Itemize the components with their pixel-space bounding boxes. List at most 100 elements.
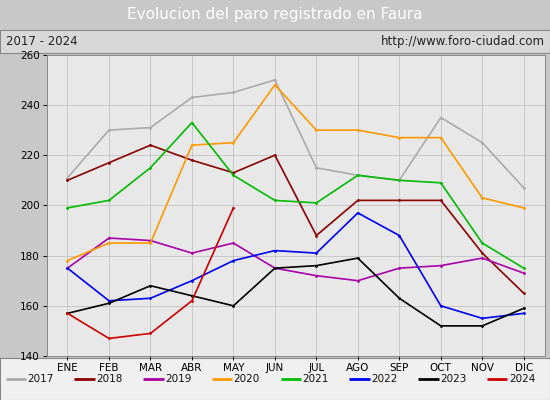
2023 (313, 263, 320, 268)
2021 (520, 266, 527, 270)
Text: 2017: 2017 (28, 374, 54, 384)
2020 (147, 241, 154, 246)
Text: 2023: 2023 (440, 374, 466, 384)
2022 (479, 316, 486, 321)
2024 (106, 336, 112, 341)
2019 (106, 236, 112, 240)
2017 (396, 178, 403, 183)
2024 (147, 331, 154, 336)
2017 (355, 173, 361, 178)
Line: 2017: 2017 (66, 78, 525, 189)
Line: 2021: 2021 (66, 121, 525, 270)
2020 (313, 128, 320, 132)
2019 (355, 278, 361, 283)
2018 (520, 291, 527, 296)
2022 (396, 233, 403, 238)
2018 (64, 178, 71, 183)
2022 (64, 266, 71, 270)
Text: Evolucion del paro registrado en Faura: Evolucion del paro registrado en Faura (127, 8, 423, 22)
Text: http://www.foro-ciudad.com: http://www.foro-ciudad.com (381, 35, 544, 48)
2018 (189, 158, 195, 163)
Line: 2022: 2022 (66, 212, 525, 320)
2023 (437, 324, 444, 328)
Line: 2023: 2023 (66, 257, 525, 327)
2023 (479, 324, 486, 328)
2021 (396, 178, 403, 183)
2018 (230, 170, 236, 175)
2018 (147, 143, 154, 148)
2021 (313, 200, 320, 205)
2018 (396, 198, 403, 203)
2024 (189, 298, 195, 303)
2021 (106, 198, 112, 203)
2018 (437, 198, 444, 203)
2018 (313, 233, 320, 238)
2021 (189, 120, 195, 125)
2019 (272, 266, 278, 270)
2018 (479, 251, 486, 256)
2020 (396, 135, 403, 140)
2022 (520, 311, 527, 316)
Line: 2019: 2019 (66, 237, 525, 282)
2020 (479, 196, 486, 200)
2019 (230, 241, 236, 246)
2017 (479, 140, 486, 145)
2018 (106, 160, 112, 165)
2017 (437, 115, 444, 120)
2017 (313, 165, 320, 170)
2020 (106, 241, 112, 246)
2024 (64, 311, 71, 316)
Text: 2020: 2020 (234, 374, 260, 384)
2022 (106, 298, 112, 303)
Text: 2024: 2024 (509, 374, 535, 384)
2023 (520, 306, 527, 311)
2022 (189, 278, 195, 283)
2021 (355, 173, 361, 178)
2019 (396, 266, 403, 270)
2017 (64, 175, 71, 180)
2020 (272, 82, 278, 87)
2019 (313, 273, 320, 278)
2023 (64, 311, 71, 316)
2018 (355, 198, 361, 203)
2020 (437, 135, 444, 140)
2023 (189, 293, 195, 298)
2023 (106, 301, 112, 306)
2019 (189, 251, 195, 256)
2021 (272, 198, 278, 203)
2024 (230, 206, 236, 210)
Text: 2022: 2022 (371, 374, 398, 384)
2023 (396, 296, 403, 301)
Text: 2021: 2021 (302, 374, 329, 384)
2019 (437, 263, 444, 268)
Text: 2017 - 2024: 2017 - 2024 (6, 35, 77, 48)
2017 (106, 128, 112, 132)
Text: 2018: 2018 (96, 374, 123, 384)
2023 (147, 283, 154, 288)
2017 (272, 78, 278, 82)
2023 (272, 266, 278, 270)
2021 (437, 180, 444, 185)
2019 (147, 238, 154, 243)
2023 (355, 256, 361, 260)
2022 (147, 296, 154, 301)
Line: 2018: 2018 (66, 144, 525, 295)
2017 (147, 125, 154, 130)
2017 (520, 186, 527, 190)
2020 (520, 206, 527, 210)
2021 (479, 241, 486, 246)
2019 (520, 271, 527, 276)
2022 (230, 258, 236, 263)
2018 (272, 153, 278, 158)
2017 (230, 90, 236, 95)
2022 (355, 210, 361, 215)
2022 (272, 248, 278, 253)
2022 (313, 251, 320, 256)
Line: 2024: 2024 (66, 206, 235, 340)
Text: 2019: 2019 (165, 374, 191, 384)
2020 (64, 258, 71, 263)
2022 (437, 304, 444, 308)
2021 (147, 165, 154, 170)
2023 (230, 304, 236, 308)
2019 (64, 266, 71, 270)
